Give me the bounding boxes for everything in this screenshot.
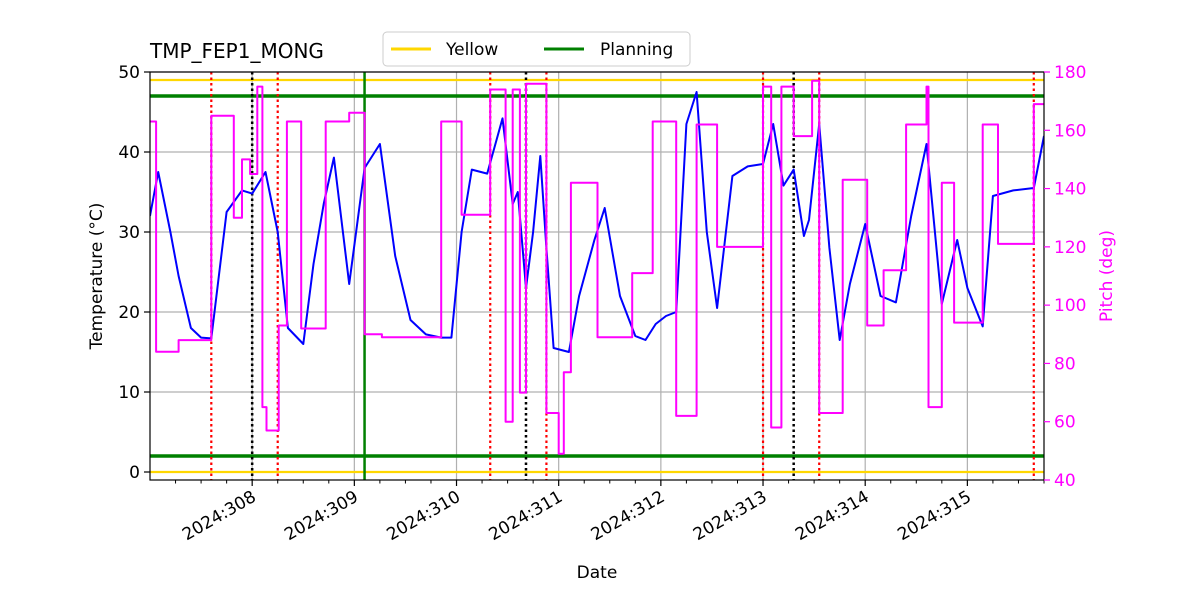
x-axis-label: Date xyxy=(577,563,618,583)
limit-lines xyxy=(150,78,1044,474)
y-tick-label-5: 50 xyxy=(118,63,140,83)
y2-tick-label-4: 120 xyxy=(1054,238,1086,258)
y2-tick-label-1: 60 xyxy=(1054,413,1076,433)
y-tick-label-1: 10 xyxy=(118,383,140,403)
pitch-series-line xyxy=(150,79,1044,455)
y2-tick-label-2: 80 xyxy=(1054,354,1076,374)
y-axis-left: 0 10 20 30 40 50 xyxy=(118,63,150,483)
series-group xyxy=(150,79,1044,455)
plot-frame xyxy=(149,71,1045,481)
temperature-series-line xyxy=(150,91,1044,353)
y2-tick-label-3: 100 xyxy=(1054,296,1086,316)
y-tick-label-2: 20 xyxy=(118,303,140,323)
chart-title: TMP_FEP1_MONG xyxy=(149,39,324,63)
y2-tick-label-0: 40 xyxy=(1054,471,1076,491)
legend: Yellow Planning xyxy=(382,31,691,67)
y2-tick-label-5: 140 xyxy=(1054,180,1086,200)
y-tick-label-0: 0 xyxy=(129,463,140,483)
legend-label-planning: Planning xyxy=(600,40,673,60)
y2-tick-label-6: 160 xyxy=(1054,121,1086,141)
y-tick-label-3: 30 xyxy=(118,223,140,243)
y-tick-label-4: 40 xyxy=(118,143,140,163)
legend-box xyxy=(382,31,691,67)
y-axis-label: Temperature (°C) xyxy=(87,203,107,351)
y2-tick-label-7: 180 xyxy=(1054,63,1086,83)
legend-label-yellow: Yellow xyxy=(445,40,498,60)
y-axis-right: 40 60 80 100 120 140 160 180 xyxy=(1044,63,1086,491)
y2-axis-label: Pitch (deg) xyxy=(1097,230,1117,322)
